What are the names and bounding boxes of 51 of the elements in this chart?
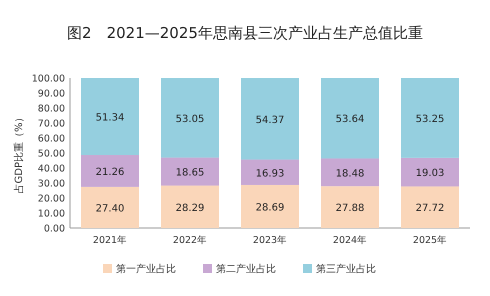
- data-label: 18.48: [336, 168, 364, 180]
- bar: [241, 78, 299, 160]
- bar: [161, 78, 219, 158]
- bar: [161, 158, 219, 186]
- legend-label: 第一产业占比: [116, 263, 176, 275]
- data-label: 28.29: [176, 202, 204, 214]
- data-label: 51.34: [96, 112, 124, 124]
- x-tick-label: 2021年: [92, 234, 128, 246]
- bar: [241, 160, 299, 185]
- y-tick-label: 100.00: [32, 74, 65, 84]
- y-tick-label: 40.00: [38, 164, 65, 174]
- y-tick-label: 80.00: [38, 104, 65, 114]
- y-tick-label: 60.00: [38, 134, 65, 144]
- data-label: 28.69: [256, 202, 284, 214]
- data-label: 18.65: [176, 168, 204, 179]
- x-tick-label: 2022年: [172, 234, 208, 246]
- data-label: 21.26: [96, 166, 124, 178]
- legend-label: 第二产业占比: [216, 263, 276, 275]
- data-label: 53.05: [176, 114, 204, 125]
- data-label: 27.40: [96, 203, 124, 214]
- y-axis-title: 占GDP比重（%）: [13, 112, 25, 194]
- data-label: 53.64: [336, 114, 364, 126]
- data-label: 16.93: [256, 168, 284, 180]
- data-label: 27.88: [336, 203, 364, 214]
- bar: [401, 158, 459, 186]
- data-label: 19.03: [416, 168, 444, 180]
- x-tick-label: 2023年: [252, 234, 288, 246]
- x-tick-label: 2024年: [332, 234, 368, 246]
- x-tick-label: 2025年: [412, 234, 448, 246]
- y-tick-label: 70.00: [38, 118, 65, 130]
- bar: [321, 158, 379, 186]
- y-tick-label: 90.00: [38, 88, 65, 100]
- bar: [161, 186, 219, 228]
- data-label: 27.72: [416, 203, 444, 214]
- data-label: 53.25: [416, 114, 444, 125]
- y-tick-label: 50.00: [38, 148, 65, 160]
- bar: [401, 186, 459, 228]
- data-label: 54.37: [256, 114, 284, 126]
- y-tick-label: 30.00: [38, 178, 65, 190]
- bar: [81, 78, 139, 156]
- legend-label: 第三产业占比: [316, 263, 376, 275]
- bar: [81, 155, 139, 187]
- y-tick-label: 10.00: [38, 208, 65, 220]
- chart-title: 图2 2021—2025年思南县三次产业占生产总值比重: [67, 24, 423, 42]
- bar: [321, 186, 379, 228]
- y-tick-label: 0.00: [44, 224, 65, 234]
- bar: [401, 78, 459, 158]
- y-tick-label: 20.00: [38, 194, 65, 204]
- bar: [81, 186, 139, 228]
- bar: [241, 184, 299, 228]
- bar: [321, 78, 379, 158]
